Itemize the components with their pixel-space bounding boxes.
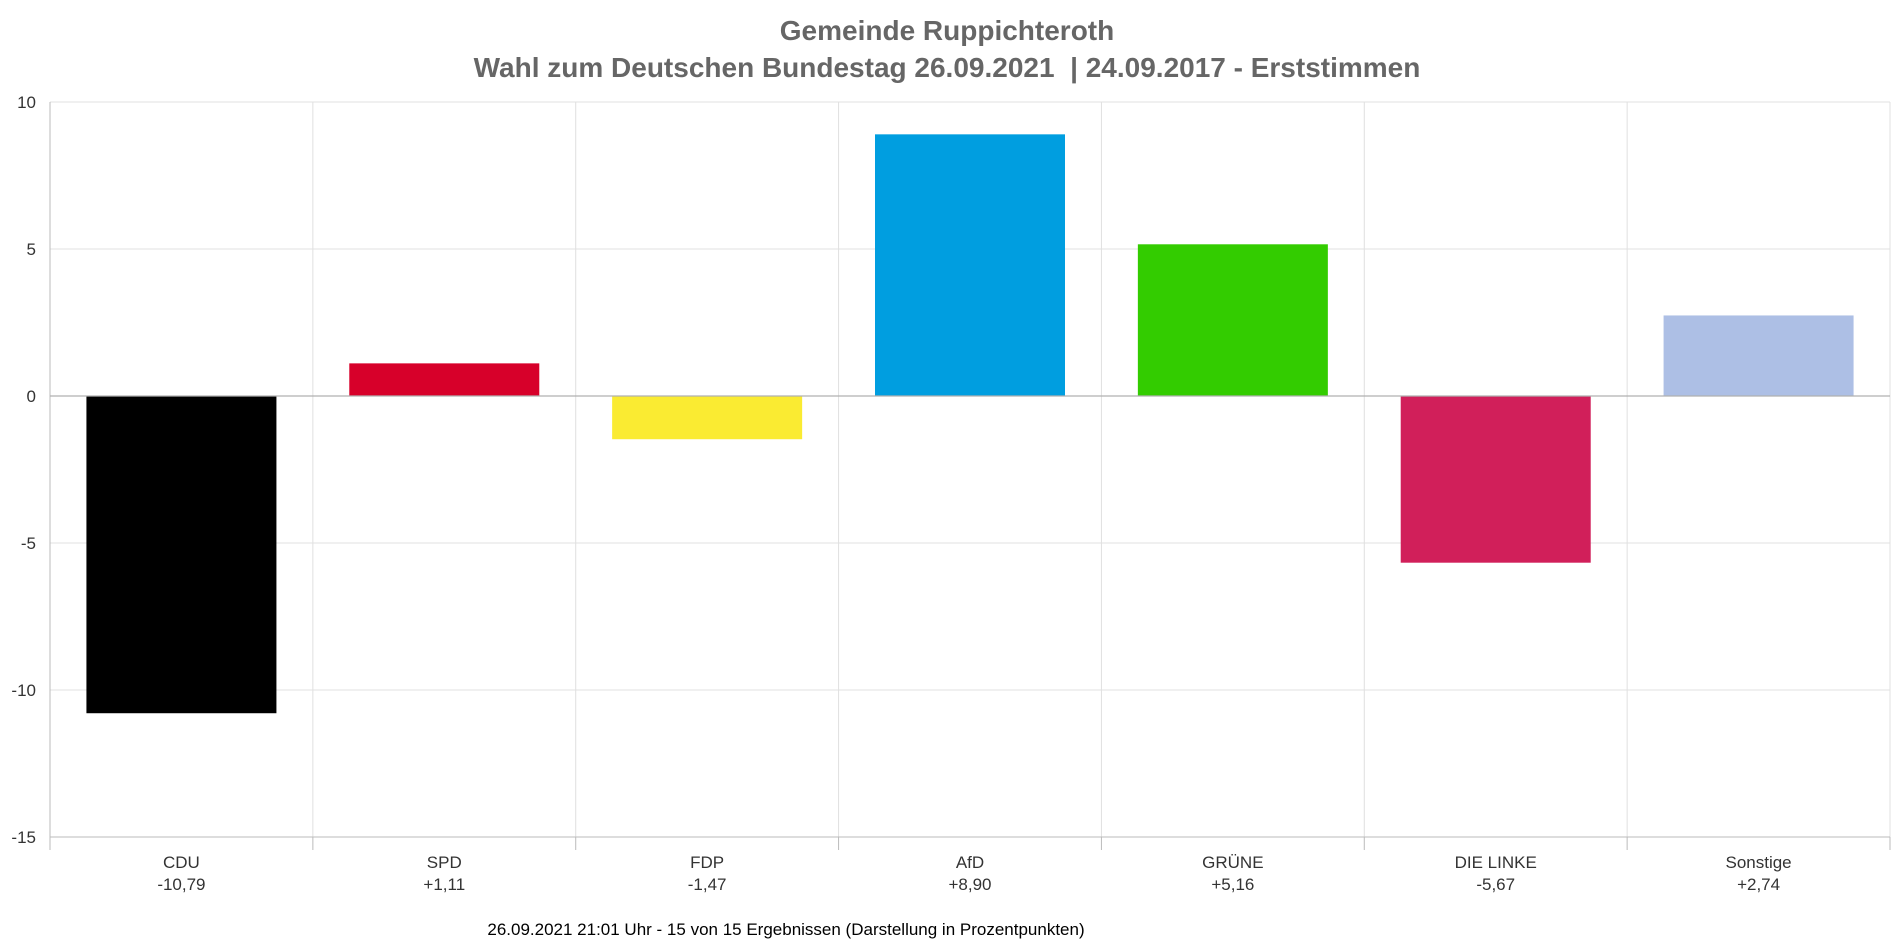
- x-category-label: CDU: [163, 853, 200, 872]
- bar-afd: [875, 134, 1065, 396]
- x-value-label: +8,90: [948, 875, 991, 894]
- axes: [49, 102, 1891, 850]
- labels: 10 5 0 -5 -10 -15 CDU -10,79 SPD +1,11 FDP -1,47 AfD…: [11, 93, 1791, 894]
- bar-cdu: [86, 396, 277, 714]
- x-category-label: DIE LINKE: [1455, 853, 1537, 872]
- x-category-label: AfD: [956, 853, 984, 872]
- bars: [86, 134, 1854, 714]
- x-value-label: -1,47: [688, 875, 727, 894]
- y-tick-label: -5: [21, 534, 36, 553]
- chart-footer: 26.09.2021 21:01 Uhr - 15 von 15 Ergebni…: [487, 920, 1084, 939]
- x-category-label: SPD: [427, 853, 462, 872]
- bar-grüne: [1137, 244, 1328, 396]
- bar-sonstige: [1663, 315, 1854, 396]
- x-category-label: FDP: [690, 853, 724, 872]
- x-category-label: Sonstige: [1725, 853, 1791, 872]
- y-tick-label: 0: [27, 387, 36, 406]
- chart-title: Gemeinde Ruppichteroth: [780, 15, 1114, 46]
- y-tick-label: 5: [27, 240, 36, 259]
- x-value-label: +1,11: [423, 875, 465, 894]
- x-value-label: +5,16: [1211, 875, 1254, 894]
- y-tick-label: -15: [11, 828, 36, 847]
- x-value-label: +2,74: [1737, 875, 1780, 894]
- chart-subtitle: Wahl zum Deutschen Bundestag 26.09.2021 …: [474, 52, 1421, 83]
- y-tick-label: -10: [11, 681, 36, 700]
- x-category-label: GRÜNE: [1202, 853, 1263, 872]
- y-tick-label: 10: [17, 93, 36, 112]
- bar-fdp: [612, 396, 803, 440]
- bar-spd: [349, 363, 540, 396]
- x-value-label: -5,67: [1476, 875, 1515, 894]
- x-value-label: -10,79: [157, 875, 205, 894]
- bar-die-linke: [1400, 396, 1591, 563]
